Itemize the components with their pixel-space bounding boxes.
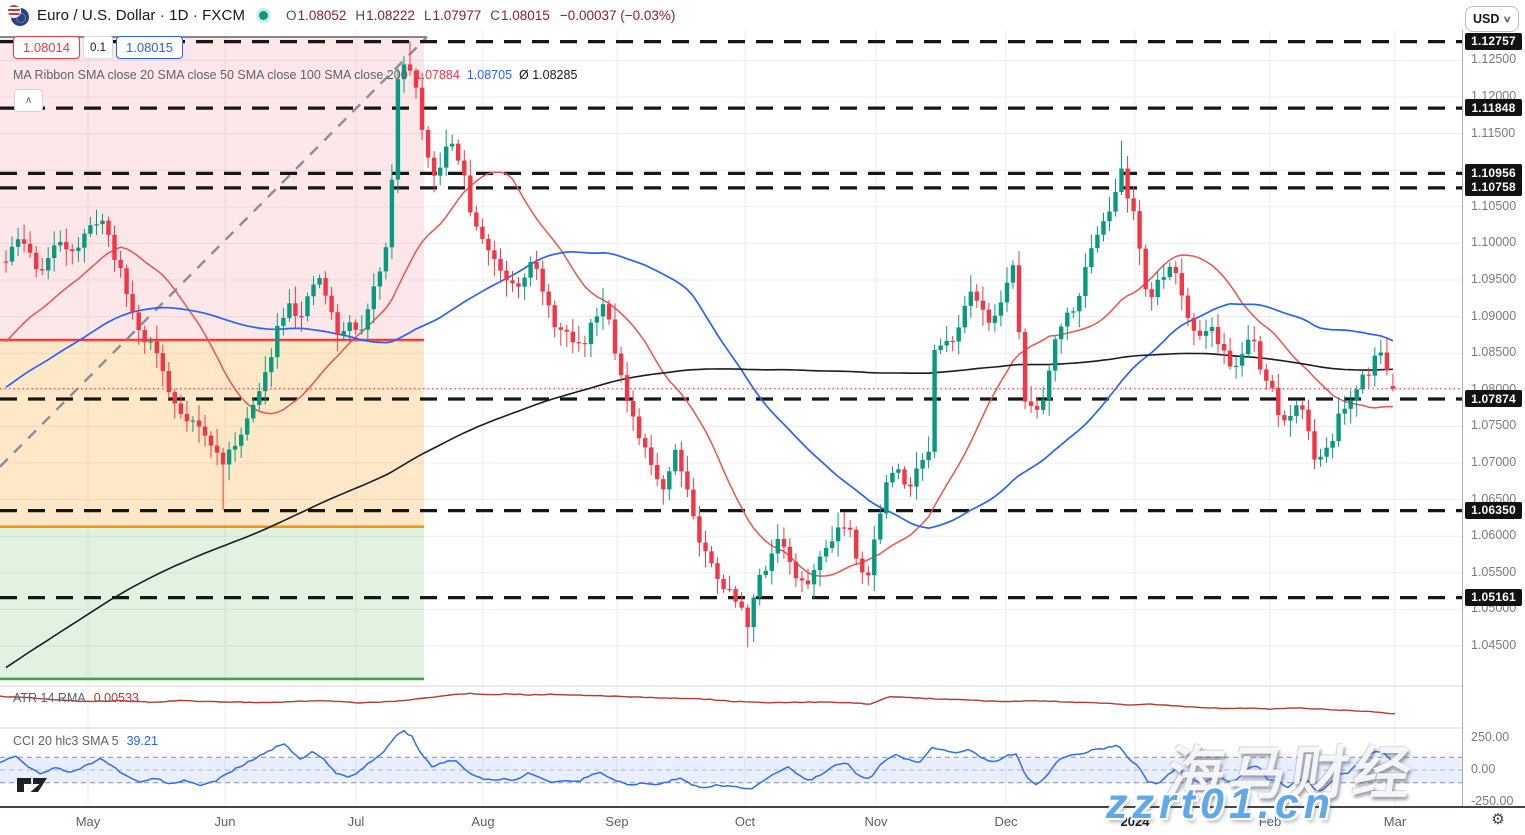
ma-ribbon-title: MA Ribbon SMA close 20 SMA close 50 SMA … [13, 68, 408, 82]
ma-ribbon-legend[interactable]: MA Ribbon SMA close 20 SMA close 50 SMA … [13, 68, 577, 82]
atr-value: 0.00533 [93, 691, 139, 705]
time-tick-oct: Oct [734, 814, 756, 829]
tradingview-logo-icon[interactable] [17, 778, 47, 792]
price-zones [0, 36, 427, 681]
low-label: L [423, 7, 432, 23]
time-tick-aug: Aug [471, 814, 495, 829]
time-tick-may: May [75, 814, 101, 829]
cci-legend[interactable]: CCI 20 hlc3 SMA 5 39.21 [13, 734, 158, 748]
time-tick-dec: Dec [994, 814, 1018, 829]
atr-title: ATR 14 RMA [13, 691, 86, 705]
time-tick-2024: 2024 [1120, 814, 1150, 829]
dashed-trendline[interactable] [0, 36, 428, 468]
time-tick-jul: Jul [347, 814, 365, 829]
sell-button[interactable]: 1.08014 [13, 36, 80, 59]
ma-slow-value: 1.08705 [466, 68, 513, 82]
price-tick: 1.08500 [1471, 345, 1517, 360]
time-tick-mar: Mar [1383, 814, 1407, 829]
demand-zone [0, 526, 424, 679]
sma-20-line [5, 171, 1393, 577]
level-price-badge: 1.12757 [1465, 32, 1522, 50]
key-level-lines[interactable] [0, 39, 1462, 600]
price-axis[interactable]: 1.12500 1.12000 1.11500 1.10500 1.10000 1.095… [1462, 0, 1525, 808]
ma-fast-value: 1.07884 [414, 68, 460, 82]
ma-average-value: Ø 1.08285 [519, 68, 578, 82]
sma-200-line [5, 352, 1393, 669]
low-value: 1.07977 [432, 7, 482, 23]
time-tick-sep: Sep [605, 814, 629, 829]
market-status-dot-icon [259, 10, 269, 20]
time-tick-nov: Nov [864, 814, 888, 829]
price-tick: 1.07500 [1471, 418, 1517, 433]
axis-settings-gear-icon[interactable]: ⚙ [1491, 811, 1505, 828]
grid [0, 29, 1462, 806]
price-tick: 1.04500 [1471, 638, 1517, 652]
open-value: 1.08052 [297, 7, 347, 23]
change-value: −0.00037 (−0.03%) [559, 7, 676, 23]
cci-tick: 250.00 [1471, 730, 1510, 744]
price-tick: 1.05500 [1471, 564, 1517, 579]
ohlc-readout: O 1.08052 H 1.08222 L 1.07977 C 1.08015 −0.0… [286, 8, 675, 23]
currency-selector-value: USD [1473, 12, 1500, 26]
buy-button[interactable]: 1.08015 [116, 36, 183, 59]
high-value: 1.08222 [366, 7, 415, 23]
level-price-badge: 1.07874 [1465, 390, 1522, 408]
time-tick-feb: Feb [1258, 814, 1282, 829]
level-price-badge: 1.05161 [1465, 588, 1522, 606]
time-tick-jun: Jun [214, 814, 236, 829]
close-value: 1.08015 [501, 7, 550, 23]
time-axis[interactable]: May Jun Jul Aug Sep Oct Nov Dec 2024 Feb Mar [0, 806, 1525, 835]
eurusd-flag-icon [8, 4, 29, 26]
price-tick: 1.12500 [1471, 52, 1517, 67]
price-tick: 1.06000 [1471, 528, 1517, 543]
price-tick: 1.09000 [1471, 308, 1517, 323]
price-tick: 1.10000 [1471, 235, 1517, 250]
toolbar: Euro / U.S. Dollar · 1D · FXCM O 1.08052 … [0, 0, 1525, 30]
atr-line [0, 692, 1396, 715]
level-price-badge: 1.10758 [1465, 178, 1522, 196]
level-price-badge: 1.10956 [1465, 164, 1522, 182]
currency-selector[interactable]: USD ∨ [1465, 6, 1519, 32]
close-label: C [490, 7, 501, 23]
cci-title: CCI 20 hlc3 SMA 5 [13, 734, 119, 748]
level-price-badge: 1.11848 [1465, 99, 1522, 117]
atr-legend[interactable]: ATR 14 RMA 0.00533 [13, 691, 139, 705]
chevron-up-icon: ∧ [24, 95, 33, 106]
cci-tick: -250.00 [1471, 794, 1514, 808]
cci-tick: 0.00 [1471, 762, 1496, 776]
level-price-badge: 1.06350 [1465, 501, 1522, 519]
sma-50-line [5, 250, 1394, 530]
cci-line [0, 729, 1397, 792]
chevron-down-icon: ∨ [1503, 13, 1513, 24]
collapse-legend-button[interactable]: ∧ [14, 89, 43, 112]
spread-value: 0.1 [83, 36, 113, 59]
price-tick: 1.11500 [1471, 125, 1516, 140]
price-tick: 1.07000 [1471, 455, 1517, 469]
cci-value: 39.21 [126, 734, 158, 748]
symbol-title[interactable]: Euro / U.S. Dollar · 1D · FXCM [37, 6, 246, 24]
candlestick-series [3, 41, 1396, 648]
open-label: O [286, 7, 297, 23]
trade-panel: 1.08014 0.1 1.08015 [13, 36, 183, 59]
neutral-zone [0, 340, 424, 527]
price-tick: 1.10500 [1471, 198, 1517, 213]
high-label: H [355, 7, 366, 23]
price-tick: 1.09500 [1471, 272, 1517, 286]
